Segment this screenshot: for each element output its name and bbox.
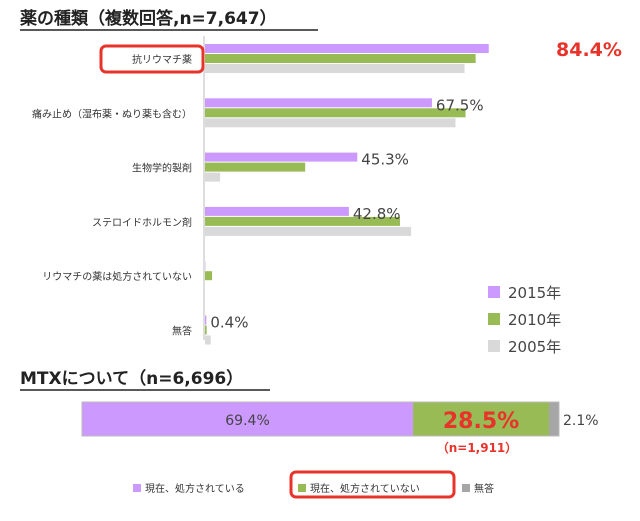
value-label: 67.5% — [436, 96, 484, 114]
legend-label: 現在、処方されている — [145, 482, 245, 495]
legend-label: 無答 — [474, 482, 494, 495]
bar — [205, 152, 358, 162]
legend-label: 2015年 — [508, 284, 561, 302]
legend-label: 現在、処方されていない — [310, 482, 420, 495]
bar — [205, 108, 466, 118]
category-label: 無答 — [172, 325, 192, 338]
segment-labels: 69.4% 28.5% （n=1,911） 2.1% — [225, 409, 598, 455]
segment-label: 69.4% — [225, 413, 269, 429]
bar — [205, 98, 432, 108]
value-label: 84.4% — [556, 39, 622, 61]
bar — [205, 216, 400, 226]
bar — [205, 54, 476, 63]
chart-title: 薬の種類（複数回答,n=7,647） — [20, 8, 277, 29]
legend: 現在、処方されている 現在、処方されていない 無答 — [133, 482, 494, 495]
bar — [205, 64, 465, 73]
highlight-box — [289, 470, 456, 499]
legend-swatch — [488, 340, 500, 352]
bar — [205, 335, 211, 345]
bar-segment — [548, 402, 559, 436]
bar — [205, 44, 489, 53]
value-label: 42.8% — [353, 205, 401, 223]
bar-outline — [81, 401, 560, 437]
medicine-type-chart: 薬の種類（複数回答,n=7,647） 抗リウマチ薬痛み止め（湿布薬・ぬり薬も含む… — [20, 8, 622, 356]
category-label: 生物学的製剤 — [132, 162, 192, 175]
legend-label: 2010年 — [508, 311, 561, 329]
legend-swatch — [462, 484, 470, 492]
bar — [205, 271, 213, 281]
chart-title: MTXについて（n=6,696） — [20, 368, 243, 389]
mtx-chart: MTXについて（n=6,696） 69.4% 28.5% （n=1,911） 2.1%… — [20, 368, 599, 499]
bar — [205, 206, 349, 216]
category-label: 痛み止め（湿布薬・ぬり薬も含む） — [32, 107, 192, 120]
legend-swatch — [488, 313, 500, 325]
bar-series — [205, 44, 489, 345]
value-labels: 84.4% 67.5% 45.3% 42.8% 0.4% — [210, 39, 622, 332]
bar — [205, 315, 207, 325]
bar — [205, 118, 456, 128]
segment-label: 2.1% — [563, 413, 599, 429]
legend-swatch — [298, 484, 306, 492]
segment-sublabel: （n=1,911） — [437, 440, 518, 455]
bar — [205, 325, 207, 335]
stacked-bar — [81, 401, 560, 437]
category-label: 抗リウマチ薬 — [132, 53, 192, 66]
legend-label: 2005年 — [508, 338, 561, 356]
highlight-box — [99, 44, 205, 74]
bar-segment — [82, 402, 414, 436]
bar — [205, 172, 221, 182]
value-label: 0.4% — [210, 314, 248, 332]
value-label: 45.3% — [361, 151, 409, 169]
category-label: リウマチの薬は処方されていない — [42, 270, 192, 283]
bar — [205, 162, 306, 172]
legend-swatch — [133, 484, 141, 492]
legend-swatch — [488, 286, 500, 298]
legend: 2015年 2010年 2005年 — [488, 284, 561, 356]
bar — [205, 226, 412, 236]
category-label: ステロイドホルモン剤 — [92, 216, 192, 229]
segment-label: 28.5% — [443, 409, 519, 434]
bar-segment — [413, 402, 549, 436]
